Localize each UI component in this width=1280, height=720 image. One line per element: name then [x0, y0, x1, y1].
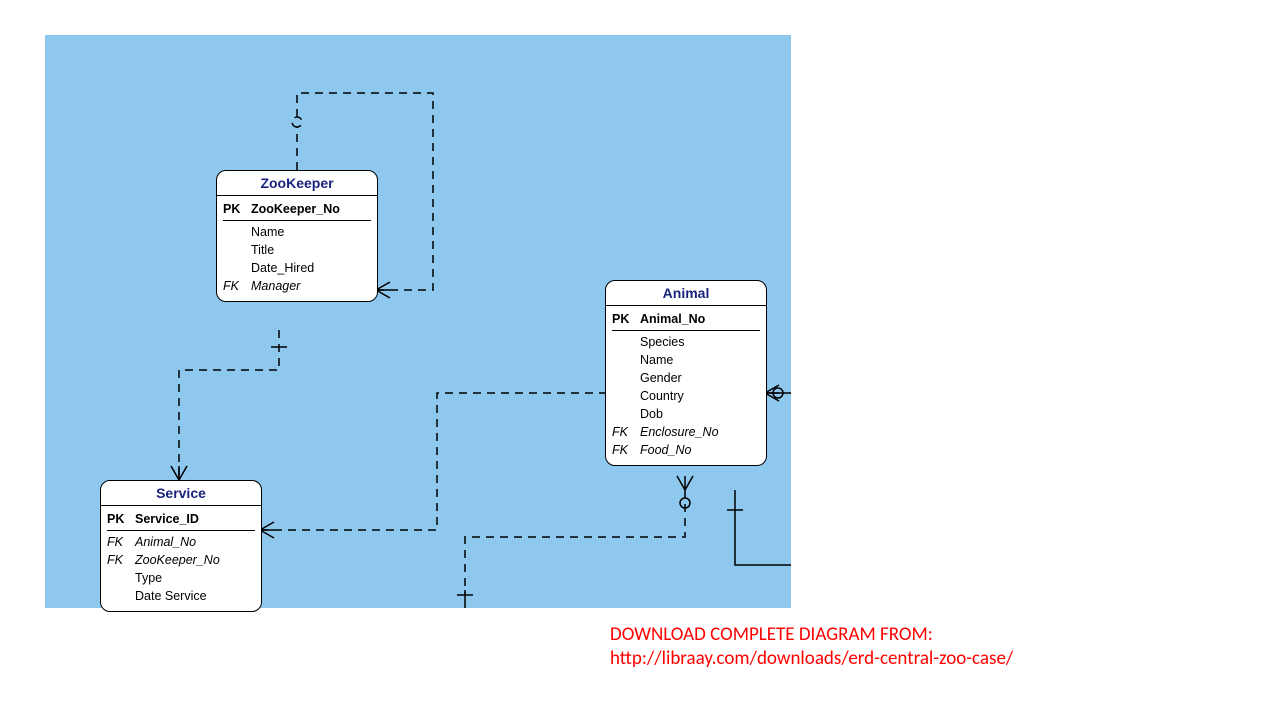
footer-line2: http://libraay.com/downloads/erd-central…: [610, 647, 1013, 671]
attr-name: Name: [251, 223, 284, 241]
entity-title: Animal: [606, 281, 766, 306]
download-footer: DOWNLOAD COMPLETE DIAGRAM FROM: http://l…: [610, 623, 1013, 671]
attr-name: Gender: [640, 369, 682, 387]
entity-body: PKService_IDFKAnimal_NoFKZooKeeper_NoTyp…: [101, 506, 261, 611]
attr-name: ZooKeeper_No: [251, 200, 340, 218]
attr-key: FK: [612, 441, 640, 459]
attr-row: Dob: [612, 405, 760, 423]
attr-name: Date Service: [135, 587, 207, 605]
attr-row: FKFood_No: [612, 441, 760, 459]
attr-key: [223, 259, 251, 277]
attr-key: FK: [107, 533, 135, 551]
footer-line1: DOWNLOAD COMPLETE DIAGRAM FROM:: [610, 623, 1013, 647]
attr-row: PKService_ID: [107, 510, 255, 528]
attr-key: PK: [107, 510, 135, 528]
attr-key: [612, 387, 640, 405]
attr-key: [612, 369, 640, 387]
attr-row: Date_Hired: [223, 259, 371, 277]
attr-name: Animal_No: [640, 310, 705, 328]
attr-name: Date_Hired: [251, 259, 314, 277]
attr-row: Name: [612, 351, 760, 369]
attr-row: Name: [223, 223, 371, 241]
attr-name: Animal_No: [135, 533, 196, 551]
attr-name: ZooKeeper_No: [135, 551, 220, 569]
attr-row: FKAnimal_No: [107, 533, 255, 551]
attr-row: Date Service: [107, 587, 255, 605]
attr-key: [612, 351, 640, 369]
attr-name: Manager: [251, 277, 300, 295]
attr-key: [223, 223, 251, 241]
attr-name: Species: [640, 333, 684, 351]
attr-name: Service_ID: [135, 510, 199, 528]
attr-name: Country: [640, 387, 684, 405]
attr-key: [107, 587, 135, 605]
attr-name: Dob: [640, 405, 663, 423]
erd-canvas: ZooKeeper PKZooKeeper_NoNameTitleDate_Hi…: [45, 35, 791, 608]
attr-row: Species: [612, 333, 760, 351]
attr-name: Name: [640, 351, 673, 369]
attr-name: Food_No: [640, 441, 691, 459]
attr-row: Title: [223, 241, 371, 259]
attr-key: FK: [612, 423, 640, 441]
attr-key: [107, 569, 135, 587]
attr-key: FK: [223, 277, 251, 295]
attr-row: PKZooKeeper_No: [223, 200, 371, 218]
attr-row: Type: [107, 569, 255, 587]
entity-zookeeper: ZooKeeper PKZooKeeper_No NameTitleDate_Hi…: [216, 170, 378, 302]
attr-key: [612, 405, 640, 423]
entity-body: PKAnimal_NoSpeciesNameGenderCountryDobFK…: [606, 306, 766, 465]
attr-row: FKZooKeeper_No: [107, 551, 255, 569]
attr-key: PK: [612, 310, 640, 328]
attr-key: [223, 241, 251, 259]
attr-row: PKAnimal_No: [612, 310, 760, 328]
attr-key: [612, 333, 640, 351]
entity-title: ZooKeeper: [217, 171, 377, 196]
entity-service: Service PKService_IDFKAnimal_NoFKZooKeep…: [100, 480, 262, 612]
attr-row: Country: [612, 387, 760, 405]
attr-name: Enclosure_No: [640, 423, 719, 441]
attr-name: Type: [135, 569, 162, 587]
attr-name: Title: [251, 241, 274, 259]
attr-row: FKEnclosure_No: [612, 423, 760, 441]
attr-key: PK: [223, 200, 251, 218]
entity-body: PKZooKeeper_No NameTitleDate_HiredFKManag…: [217, 196, 377, 301]
attr-row: Gender: [612, 369, 760, 387]
entity-animal: Animal PKAnimal_No SpeciesNameGenderCount…: [605, 280, 767, 466]
attr-key: FK: [107, 551, 135, 569]
attr-row: FKManager: [223, 277, 371, 295]
entity-title: Service: [101, 481, 261, 506]
